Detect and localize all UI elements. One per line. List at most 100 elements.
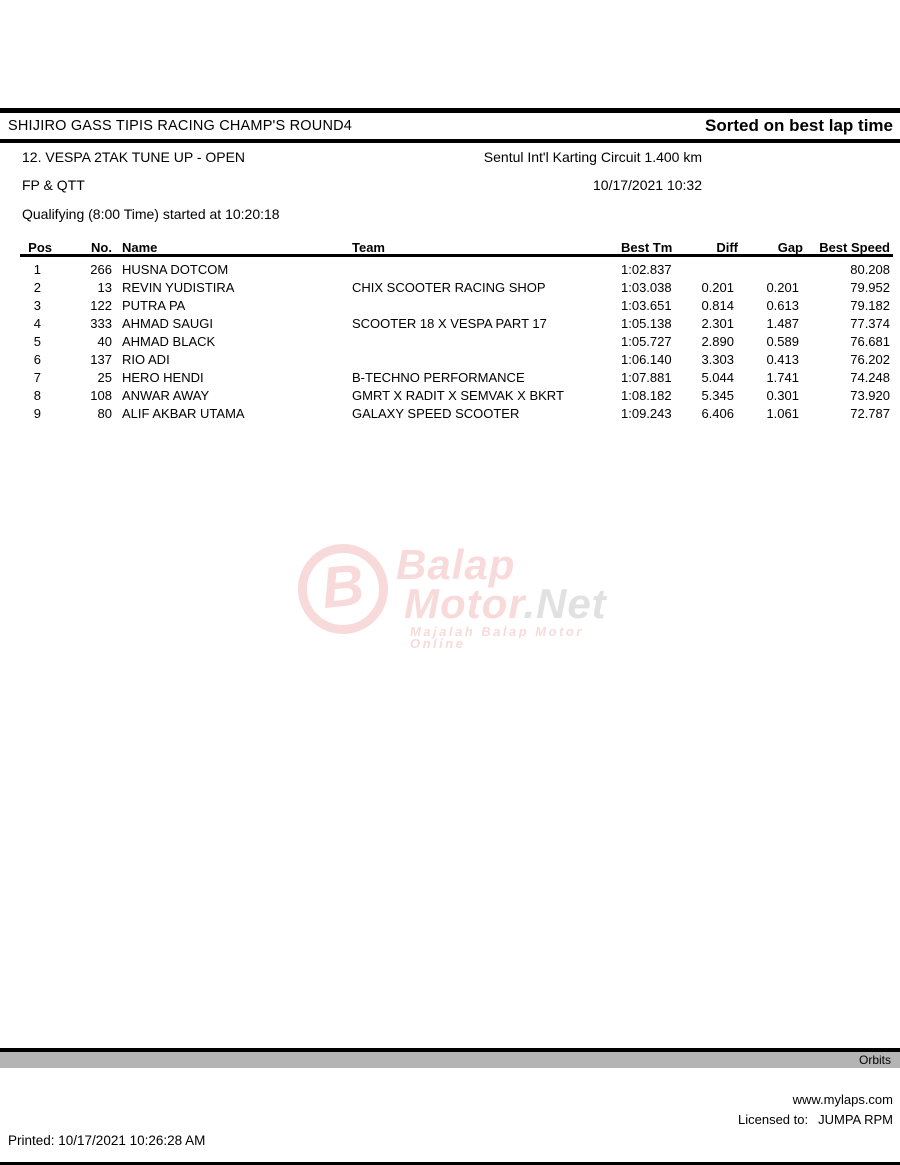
cell-best-tm: 1:08.182 <box>621 387 672 403</box>
cell-best-tm: 1:06.140 <box>621 351 672 367</box>
cell-name: REVIN YUDISTIRA <box>122 279 235 295</box>
watermark-text: Balap Motor.Net Majalah Balap Motor Onli… <box>396 541 631 652</box>
table-row: 6 137 RIO ADI 1:06.140 3.303 0.413 76.20… <box>20 350 893 368</box>
cell-no: 25 <box>97 369 112 385</box>
col-header-best-speed: Best Speed <box>819 240 890 255</box>
cell-best-speed: 76.681 <box>850 333 890 349</box>
cell-best-speed: 77.374 <box>850 315 890 331</box>
licensed-to-label: Licensed to: <box>738 1112 809 1127</box>
cell-no: 40 <box>97 333 112 349</box>
cell-diff: 6.406 <box>701 405 734 421</box>
cell-pos: 4 <box>33 315 41 331</box>
cell-gap: 0.301 <box>766 387 799 403</box>
table-row: 8 108 ANWAR AWAY GMRT X RADIT X SEMVAK X… <box>20 386 893 404</box>
cell-best-speed: 79.182 <box>850 297 890 313</box>
cell-gap: 0.613 <box>766 297 799 313</box>
col-header-name: Name <box>122 240 158 255</box>
cell-best-speed: 72.787 <box>850 405 890 421</box>
table-row: 3 122 PUTRA PA 1:03.651 0.814 0.613 79.1… <box>20 296 893 314</box>
cell-no: 108 <box>90 387 112 403</box>
cell-diff: 5.345 <box>701 387 734 403</box>
cell-pos: 8 <box>33 387 41 403</box>
cell-gap: 0.201 <box>766 279 799 295</box>
title-divider <box>0 139 900 143</box>
orbits-bar: Orbits <box>0 1052 900 1068</box>
col-header-best-tm: Best Tm <box>621 240 673 255</box>
cell-no: 333 <box>90 315 112 331</box>
cell-team: SCOOTER 18 X VESPA PART 17 <box>352 315 547 331</box>
cell-team: CHIX SCOOTER RACING SHOP <box>352 279 546 295</box>
table-row: 2 13 REVIN YUDISTIRA CHIX SCOOTER RACING… <box>20 278 893 296</box>
class-info-line: 12. VESPA 2TAK TUNE UP - OPEN Sentul Int… <box>0 149 900 167</box>
cell-best-speed: 79.952 <box>850 279 890 295</box>
event-title: SHIJIRO GASS TIPIS RACING CHAMP'S ROUND4 <box>8 118 353 134</box>
top-divider <box>0 108 900 113</box>
cell-name: AHMAD BLACK <box>122 333 216 349</box>
cell-name: PUTRA PA <box>122 297 186 313</box>
cell-diff: 0.201 <box>701 279 734 295</box>
orbits-divider <box>0 1048 900 1052</box>
cell-name: HERO HENDI <box>122 369 204 385</box>
col-header-pos: Pos <box>28 240 52 255</box>
table-row: 9 80 ALIF AKBAR UTAMA GALAXY SPEED SCOOT… <box>20 404 893 422</box>
qualifying-info-line: Qualifying (8:00 Time) started at 10:20:… <box>0 206 900 224</box>
watermark-line2: Motor.Net <box>404 579 607 627</box>
col-header-diff: Diff <box>716 240 738 255</box>
table-row: 5 40 AHMAD BLACK 1:05.727 2.890 0.589 76… <box>20 332 893 350</box>
cell-pos: 2 <box>33 279 41 295</box>
cell-diff: 0.814 <box>701 297 734 313</box>
cell-gap: 1.061 <box>766 405 799 421</box>
cell-diff: 5.044 <box>701 369 734 385</box>
cell-best-tm: 1:02.837 <box>621 261 672 277</box>
watermark-line1: Balap <box>396 541 516 588</box>
cell-no: 122 <box>90 297 112 313</box>
circuit-name: Sentul Int'l Karting Circuit 1.400 km <box>483 149 702 165</box>
cell-no: 137 <box>90 351 112 367</box>
table-header-row: Pos No. Name Team Best Tm Diff Gap Best … <box>20 240 893 257</box>
class-name: 12. VESPA 2TAK TUNE UP - OPEN <box>22 149 246 165</box>
cell-diff: 2.301 <box>701 315 734 331</box>
table-row: 7 25 HERO HENDI B-TECHNO PERFORMANCE 1:0… <box>20 368 893 386</box>
licensee-name: JUMPA RPM <box>818 1112 893 1127</box>
cell-no: 13 <box>97 279 112 295</box>
mylaps-website: www.mylaps.com <box>792 1092 893 1107</box>
cell-best-tm: 1:05.138 <box>621 315 672 331</box>
cell-name: AHMAD SAUGI <box>122 315 214 331</box>
cell-pos: 3 <box>33 297 41 313</box>
printed-timestamp: Printed: 10/17/2021 10:26:28 AM <box>8 1133 206 1148</box>
cell-best-tm: 1:03.038 <box>621 279 672 295</box>
cell-name: ANWAR AWAY <box>122 387 210 403</box>
col-header-team: Team <box>352 240 385 255</box>
col-header-gap: Gap <box>777 240 803 255</box>
cell-name: HUSNA DOTCOM <box>122 261 229 277</box>
cell-best-speed: 73.920 <box>850 387 890 403</box>
watermark-tagline: Majalah Balap Motor Online <box>410 624 584 652</box>
bottom-divider <box>0 1162 900 1165</box>
col-header-no: No. <box>91 240 112 255</box>
watermark-monogram: B <box>318 552 367 622</box>
cell-best-tm: 1:03.651 <box>621 297 672 313</box>
qualifying-start-info: Qualifying (8:00 Time) started at 10:20:… <box>22 206 280 222</box>
cell-gap: 0.413 <box>766 351 799 367</box>
cell-diff: 2.890 <box>701 333 734 349</box>
cell-no: 266 <box>90 261 112 277</box>
orbits-label: Orbits <box>858 1053 891 1067</box>
session-name: FP & QTT <box>22 177 85 193</box>
cell-best-tm: 1:05.727 <box>621 333 672 349</box>
cell-gap: 1.741 <box>766 369 799 385</box>
cell-name: ALIF AKBAR UTAMA <box>122 405 245 421</box>
cell-gap: 1.487 <box>766 315 799 331</box>
cell-pos: 9 <box>33 405 41 421</box>
balapmotor-watermark: B Balap Motor.Net Majalah Balap Motor On… <box>293 538 631 650</box>
results-table: Pos No. Name Team Best Tm Diff Gap Best … <box>20 240 893 422</box>
cell-best-speed: 76.202 <box>850 351 890 367</box>
cell-best-tm: 1:07.881 <box>621 369 672 385</box>
cell-pos: 1 <box>33 261 41 277</box>
watermark-logo-icon: B <box>293 539 393 639</box>
cell-gap: 0.589 <box>766 333 799 349</box>
cell-team: B-TECHNO PERFORMANCE <box>352 369 525 385</box>
cell-pos: 5 <box>33 333 41 349</box>
cell-no: 80 <box>97 405 112 421</box>
cell-pos: 7 <box>33 369 41 385</box>
